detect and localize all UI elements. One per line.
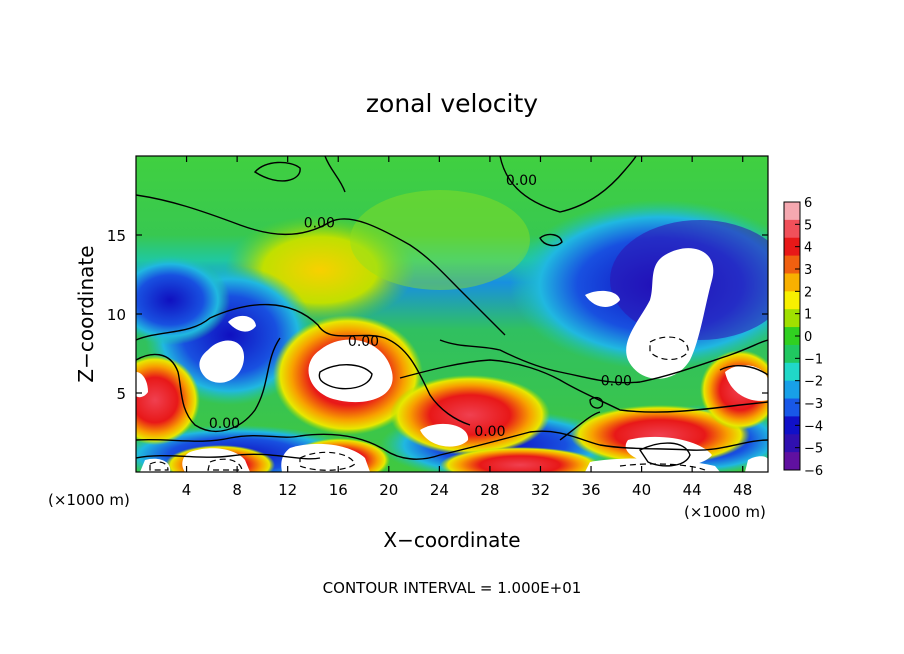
colorbar-tick-label: −6 (804, 464, 823, 479)
colorbar-tick-label: 4 (804, 241, 812, 256)
colorbar-swatch (784, 327, 800, 346)
colorbar-swatch (784, 219, 800, 239)
colorbar-swatch (784, 237, 800, 257)
colorbar-tick-label: 5 (804, 218, 812, 233)
colorbar-swatch (784, 362, 800, 382)
x-tick-label: 36 (581, 481, 600, 499)
colorbar-tick-label: −3 (804, 397, 823, 412)
colorbar-tick-label: 0 (804, 330, 812, 345)
x-tick-label: 44 (683, 481, 702, 499)
contour-label: 0.00 (474, 424, 505, 440)
colorbar-swatch (784, 416, 800, 435)
x-axis: 4 8 12 16 20 24 28 32 36 40 44 48 (182, 156, 752, 499)
x-tick-label: 28 (480, 481, 499, 499)
x-tick-label: 24 (430, 481, 449, 499)
contour-label: 0.00 (209, 416, 240, 432)
y-scale-note: (×1000 m) (48, 491, 130, 509)
x-scale-note: (×1000 m) (684, 503, 766, 521)
x-tick-label: 48 (733, 481, 752, 499)
negative-contour-lines (149, 336, 706, 471)
colorbar-swatch (784, 202, 800, 221)
x-axis-label: X−coordinate (383, 528, 520, 552)
colorbar-swatch (784, 434, 800, 453)
colorbar-tick-label: 2 (804, 285, 812, 300)
contour-label: 0.00 (601, 374, 632, 390)
chart-title: zonal velocity (366, 89, 538, 118)
colorbar-swatch (784, 380, 800, 400)
x-tick-label: 12 (278, 481, 297, 499)
colorbar-swatch (784, 452, 800, 471)
contour-interval-note: CONTOUR INTERVAL = 1.000E+01 (323, 579, 582, 597)
velocity-field: 0.00 0.00 0.00 0.00 0.00 0.00 (136, 156, 768, 472)
colorbar-swatch (784, 273, 800, 292)
x-tick-label: 16 (329, 481, 348, 499)
colorbar-tick-label: −4 (804, 419, 823, 434)
colorbar-tick-label: −1 (804, 352, 823, 367)
colorbar-tick-label: −2 (804, 375, 823, 390)
colorbar-tick-label: −5 (804, 442, 823, 457)
y-tick-label: 5 (116, 385, 126, 403)
x-tick-label: 4 (182, 481, 192, 499)
x-tick-label: 40 (632, 481, 651, 499)
colorbar-tick-label: 1 (804, 308, 812, 323)
colorbar: 6 5 4 3 2 1 0 −1 −2 −3 −4 −5 −6 (783, 196, 823, 479)
colorbar-swatch (784, 255, 800, 274)
contour-label: 0.00 (348, 334, 379, 350)
colorbar-tick-label: 3 (804, 263, 812, 278)
x-tick-label: 32 (531, 481, 550, 499)
x-tick-label: 20 (379, 481, 398, 499)
contour-labels: 0.00 0.00 0.00 0.00 0.00 0.00 (209, 173, 632, 440)
y-tick-label: 10 (107, 306, 126, 324)
colorbar-swatch (784, 344, 800, 364)
colorbar-swatch (784, 309, 800, 328)
contour-label: 0.00 (506, 173, 537, 189)
contour-lines (136, 156, 768, 467)
y-axis-label: Z−coordinate (74, 245, 98, 382)
y-tick-label: 15 (107, 227, 126, 245)
x-tick-label: 8 (232, 481, 242, 499)
colorbar-swatch (784, 291, 800, 310)
colorbar-tick-label: 6 (804, 196, 812, 211)
y-axis: 5 10 15 (107, 227, 768, 403)
colorbar-swatch (784, 398, 800, 417)
contour-label: 0.00 (304, 216, 335, 232)
